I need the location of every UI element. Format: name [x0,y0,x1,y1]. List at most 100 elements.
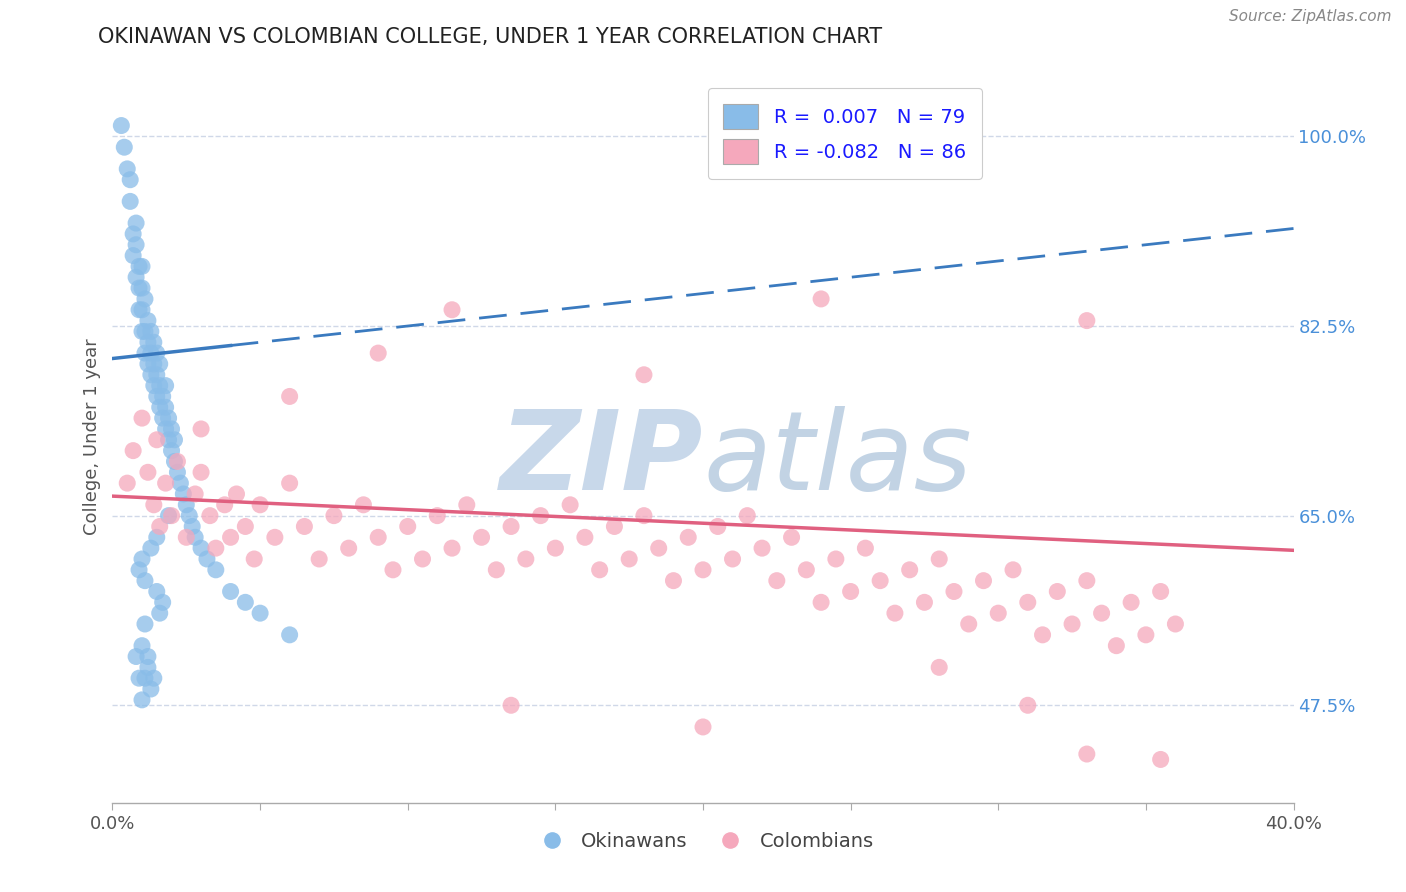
Point [839,584,862,599]
Point [426,508,449,523]
Point [120,194,142,209]
Point [633,508,655,523]
Point [117,161,138,176]
Point [766,574,789,588]
Point [146,584,169,599]
Point [1046,584,1069,599]
Point [166,465,188,479]
Point [987,606,1010,620]
Point [155,378,177,392]
Point [855,541,877,556]
Point [1150,752,1173,766]
Point [146,530,169,544]
Point [134,292,156,306]
Point [160,443,183,458]
Text: Source: ZipAtlas.com: Source: ZipAtlas.com [1229,9,1392,24]
Point [155,401,177,415]
Point [214,498,236,512]
Point [501,519,523,533]
Point [219,530,242,544]
Point [157,411,180,425]
Point [112,140,135,154]
Point [134,325,156,339]
Point [619,552,641,566]
Point [190,422,212,436]
Point [128,260,150,274]
Point [928,660,950,674]
Point [131,639,153,653]
Point [205,541,228,556]
Point [149,357,172,371]
Point [928,552,950,566]
Point [174,530,197,544]
Point [125,216,148,230]
Point [131,260,153,274]
Point [973,574,995,588]
Point [278,389,301,403]
Point [737,508,759,523]
Point [122,443,145,458]
Point [131,281,153,295]
Point [824,552,846,566]
Point [149,378,172,392]
Point [136,660,159,674]
Point [662,574,685,588]
Point [1001,563,1024,577]
Point [205,563,228,577]
Point [1032,628,1054,642]
Point [485,563,508,577]
Point [142,498,165,512]
Point [146,346,169,360]
Point [810,292,832,306]
Point [603,519,626,533]
Point [1119,595,1142,609]
Point [233,519,256,533]
Point [323,508,346,523]
Point [1062,617,1084,632]
Point [647,541,671,556]
Point [184,530,207,544]
Point [544,541,567,556]
Point [172,487,194,501]
Point [146,433,169,447]
Point [136,335,159,350]
Point [157,508,180,523]
Point [1164,617,1187,632]
Point [1076,574,1098,588]
Point [411,552,433,566]
Point [131,411,153,425]
Point [278,628,301,642]
Point [198,508,221,523]
Point [166,454,188,468]
Point [1135,628,1157,642]
Point [134,574,156,588]
Point [181,519,204,533]
Point [125,270,148,285]
Point [501,698,523,713]
Point [780,530,803,544]
Point [117,476,138,491]
Point [149,401,172,415]
Point [139,368,162,382]
Point [884,606,907,620]
Point [184,487,207,501]
Point [1076,747,1098,761]
Point [131,325,153,339]
Point [382,563,405,577]
Point [128,563,150,577]
Point [957,617,980,632]
Point [1017,698,1039,713]
Point [152,595,174,609]
Point [292,519,315,533]
Point [367,530,389,544]
Point [110,119,132,133]
Point [149,519,172,533]
Point [243,552,266,566]
Point [149,606,172,620]
Point [396,519,419,533]
Point [125,237,148,252]
Point [869,574,891,588]
Point [796,563,818,577]
Point [233,595,256,609]
Point [678,530,700,544]
